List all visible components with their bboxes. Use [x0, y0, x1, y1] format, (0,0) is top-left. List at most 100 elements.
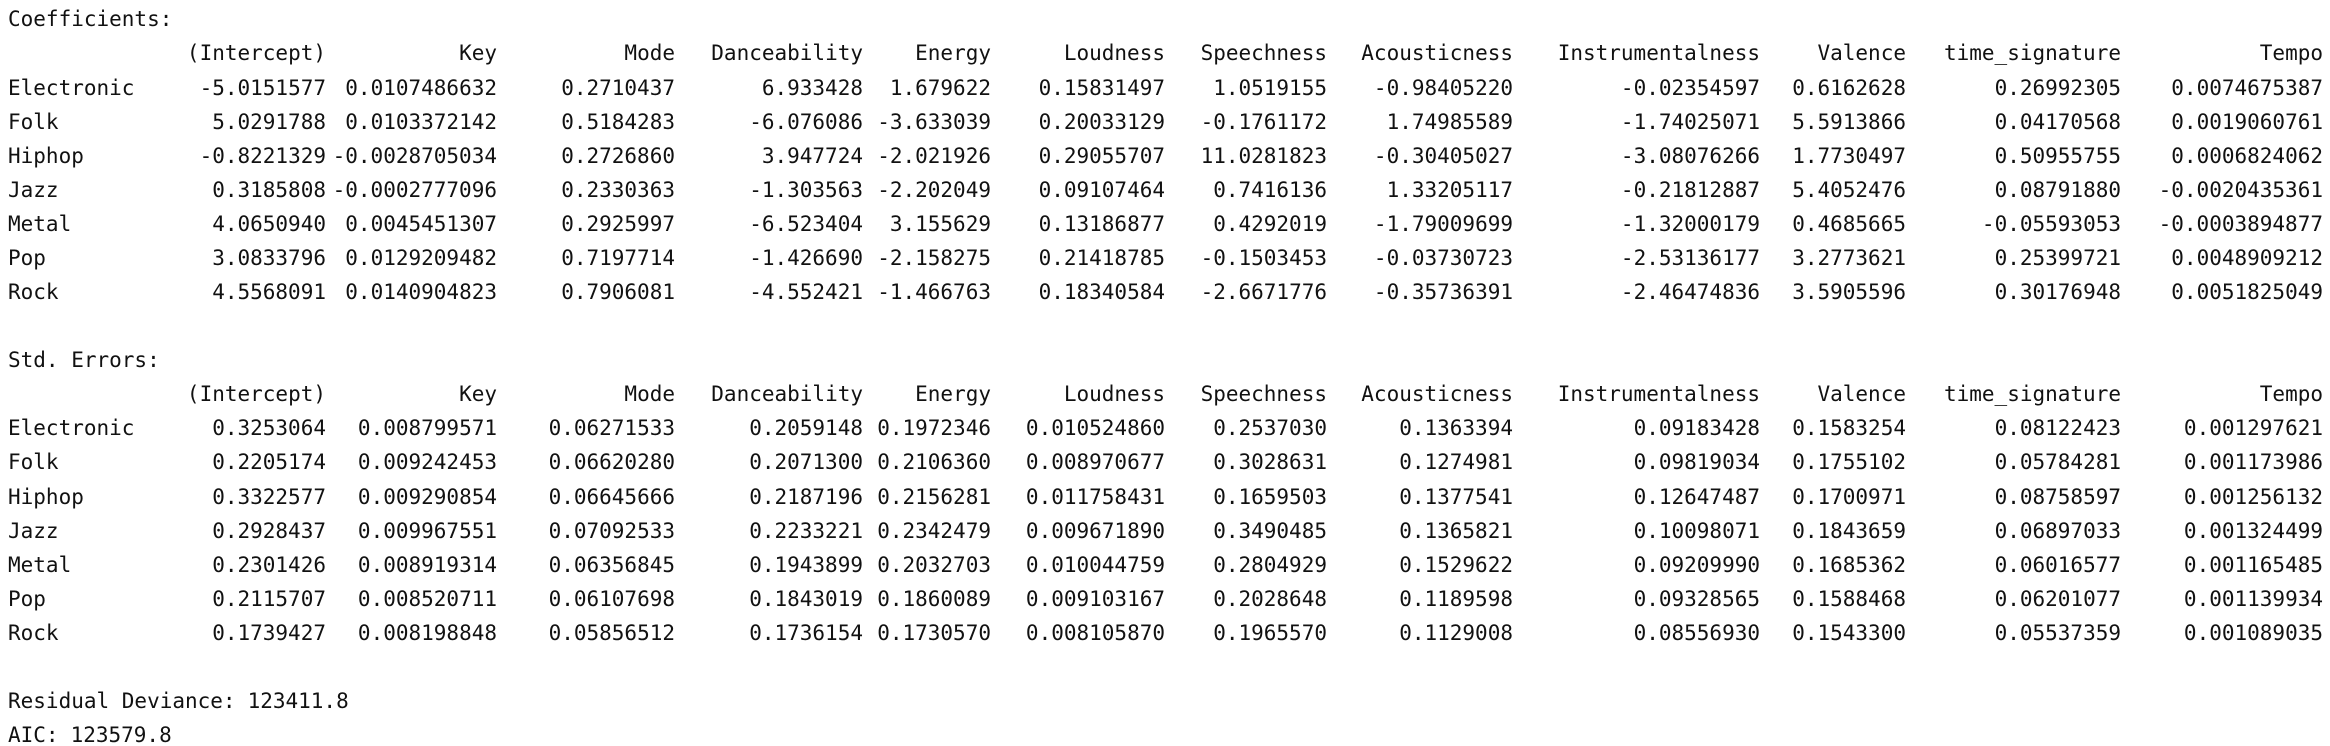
cell-value: 0.05537359	[1994, 620, 2121, 645]
cell-value: 0.2115707	[212, 586, 326, 611]
cell-value: 0.2928437	[212, 518, 326, 543]
cell-value: 0.009290854	[357, 484, 497, 509]
cell-value: 0.15831497	[1038, 75, 1165, 100]
cell-value: 1.74985589	[1386, 109, 1513, 134]
cell-value: 0.0074675387	[2171, 75, 2323, 100]
cell-value: 0.1965570	[1213, 620, 1327, 645]
cell-value: 0.1377541	[1399, 484, 1513, 509]
cell-value: 0.0019060761	[2171, 109, 2323, 134]
cell-value: 0.29055707	[1038, 143, 1165, 168]
cell-value: 0.7906081	[561, 280, 675, 305]
cell-value: 0.10098071	[1633, 518, 1760, 543]
cell-value: 0.09328565	[1633, 586, 1760, 611]
cell-value: 0.0140904823	[345, 280, 497, 305]
column-header: Tempo	[2259, 41, 2323, 66]
cell-value: 0.0048909212	[2171, 245, 2323, 270]
cell-value: 0.7197714	[561, 245, 675, 270]
cell-value: 0.13186877	[1038, 211, 1165, 236]
column-header: Mode	[624, 382, 675, 407]
cell-value: -2.46474836	[1620, 280, 1760, 305]
row-label: Metal	[8, 211, 72, 236]
cell-value: 0.09819034	[1633, 450, 1760, 475]
cell-value: 0.011758431	[1025, 484, 1165, 509]
cell-value: 4.5568091	[212, 280, 326, 305]
cell-value: 0.50955755	[1994, 143, 2121, 168]
cell-value: -0.0020435361	[2158, 177, 2323, 202]
cell-value: -2.158275	[877, 245, 991, 270]
cell-value: 0.2330363	[561, 177, 675, 202]
cell-value: 0.008105870	[1025, 620, 1165, 645]
cell-value: 0.0129209482	[345, 245, 497, 270]
cell-value: 0.06016577	[1994, 552, 2121, 577]
cell-value: 0.3253064	[212, 416, 326, 441]
cell-value: 1.7730497	[1792, 143, 1906, 168]
cell-value: 0.001297621	[2183, 416, 2323, 441]
cell-value: 0.09209990	[1633, 552, 1760, 577]
column-header: Acousticness	[1361, 41, 1513, 66]
cell-value: 1.679622	[889, 75, 991, 100]
stat-value: 123411.8	[247, 689, 349, 713]
cell-value: 0.07092533	[548, 518, 675, 543]
column-header: Speechness	[1200, 41, 1327, 66]
cell-value: 0.1943899	[749, 552, 863, 577]
cell-value: 0.1529622	[1399, 552, 1513, 577]
cell-value: 3.2773621	[1792, 245, 1906, 270]
cell-value: 0.001139934	[2183, 586, 2323, 611]
cell-value: 0.18340584	[1038, 280, 1165, 305]
row-label: Hiphop	[8, 484, 84, 509]
cell-value: 0.0107486632	[345, 75, 497, 100]
cell-value: 0.7416136	[1213, 177, 1327, 202]
cell-value: 0.001089035	[2183, 620, 2323, 645]
cell-value: -1.466763	[877, 280, 991, 305]
stat-value: 123579.8	[70, 723, 172, 746]
row-label: Folk	[8, 109, 59, 134]
cell-value: -0.0002777096	[332, 177, 497, 202]
cell-value: 0.008970677	[1025, 450, 1165, 475]
column-header: Loudness	[1063, 41, 1165, 66]
cell-value: 4.0650940	[212, 211, 326, 236]
cell-value: 0.009103167	[1025, 586, 1165, 611]
cell-value: -4.552421	[749, 280, 863, 305]
cell-value: -1.79009699	[1373, 211, 1513, 236]
cell-value: 0.08122423	[1994, 416, 2121, 441]
cell-value: 0.05856512	[548, 620, 675, 645]
cell-value: -0.35736391	[1373, 280, 1513, 305]
cell-value: -0.30405027	[1373, 143, 1513, 168]
cell-value: -1.303563	[749, 177, 863, 202]
cell-value: 0.001165485	[2183, 552, 2323, 577]
cell-value: 0.1543300	[1792, 620, 1906, 645]
cell-value: 0.2301426	[212, 552, 326, 577]
cell-value: -6.076086	[749, 109, 863, 134]
cell-value: 0.2537030	[1213, 416, 1327, 441]
cell-value: 0.001324499	[2183, 518, 2323, 543]
cell-value: 0.010044759	[1025, 552, 1165, 577]
cell-value: 0.2187196	[749, 484, 863, 509]
cell-value: -1.32000179	[1620, 211, 1760, 236]
cell-value: 0.6162628	[1792, 75, 1906, 100]
cell-value: 5.0291788	[212, 109, 326, 134]
cell-value: 0.010524860	[1025, 416, 1165, 441]
cell-value: -2.021926	[877, 143, 991, 168]
cell-value: 0.001256132	[2183, 484, 2323, 509]
cell-value: 0.06620280	[548, 450, 675, 475]
column-header: (Intercept)	[186, 41, 326, 66]
cell-value: 0.008198848	[357, 620, 497, 645]
cell-value: 0.1739427	[212, 620, 326, 645]
row-label: Pop	[8, 586, 46, 611]
row-label: Folk	[8, 450, 59, 475]
cell-value: 0.0051825049	[2171, 280, 2323, 305]
cell-value: 0.2156281	[877, 484, 991, 509]
column-header: Danceability	[711, 382, 863, 407]
cell-value: -0.21812887	[1620, 177, 1760, 202]
cell-value: 0.2710437	[561, 75, 675, 100]
cell-value: 0.06271533	[548, 416, 675, 441]
column-header: Valence	[1817, 382, 1906, 407]
cell-value: 0.2032703	[877, 552, 991, 577]
column-header: Instrumentalness	[1557, 382, 1760, 407]
column-header: Acousticness	[1361, 382, 1513, 407]
column-header: Loudness	[1063, 382, 1165, 407]
cell-value: 0.1129008	[1399, 620, 1513, 645]
cell-value: 0.1700971	[1792, 484, 1906, 509]
cell-value: 1.0519155	[1213, 75, 1327, 100]
